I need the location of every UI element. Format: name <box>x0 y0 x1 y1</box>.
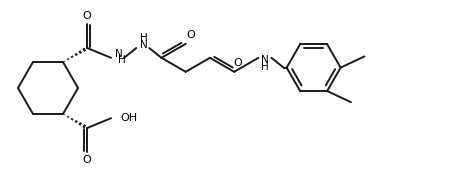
Text: N: N <box>115 49 122 59</box>
Text: OH: OH <box>120 113 137 123</box>
Text: O: O <box>83 155 91 165</box>
Text: H: H <box>261 62 268 72</box>
Text: H: H <box>118 55 126 65</box>
Text: N: N <box>140 40 148 50</box>
Text: H: H <box>140 33 148 43</box>
Text: O: O <box>233 58 242 68</box>
Text: O: O <box>186 30 195 40</box>
Text: N: N <box>261 55 268 65</box>
Text: O: O <box>83 11 91 21</box>
